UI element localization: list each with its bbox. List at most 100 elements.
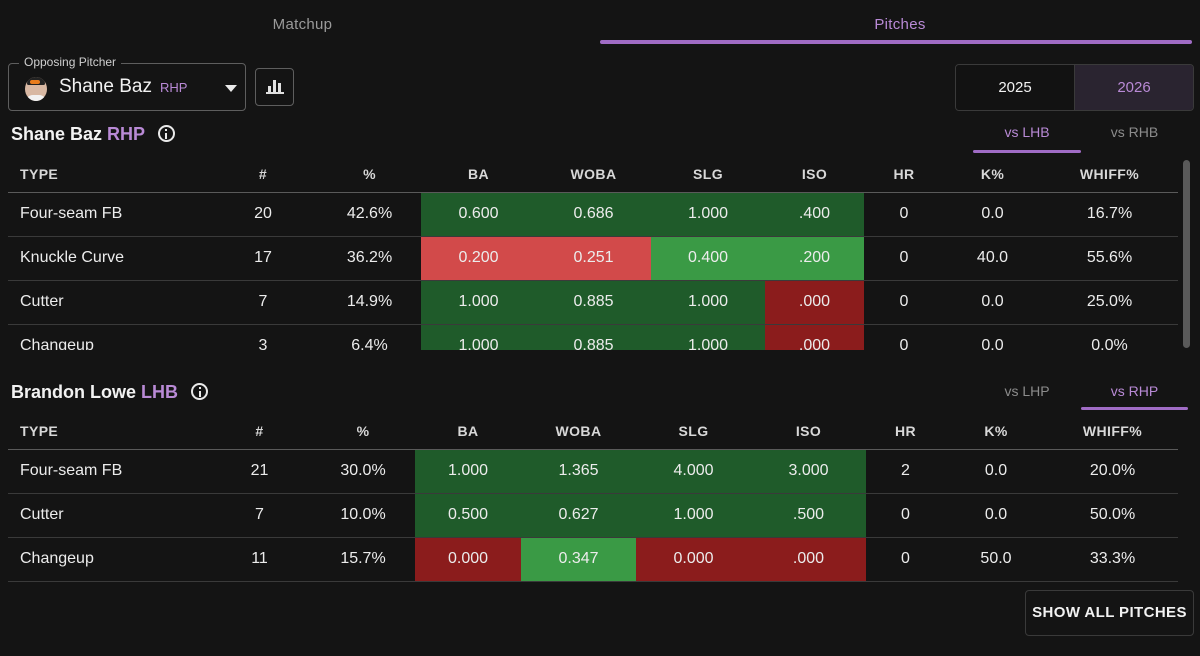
tab-vs-rhb-label: vs RHB [1110,124,1159,140]
pitcher-table-scroll[interactable]: TYPE # % BA WOBA SLG ISO HR K% WHIFF% Fo… [0,156,1182,350]
batter-section-title: Brandon Lowe LHB [11,382,209,403]
cell-slg: 1.000 [651,280,765,325]
cell-hr: 2 [866,449,945,494]
table-scrollbar[interactable] [1183,160,1190,348]
cell-k: 0.0 [945,449,1047,494]
col-header-woba[interactable]: WOBA [521,413,636,450]
cell-count: 7 [208,493,311,538]
opposing-pitcher-select[interactable]: Opposing Pitcher Shane Baz RHP [8,55,246,111]
col-header-k[interactable]: K% [945,413,1047,450]
tab-matchup[interactable]: Matchup [272,16,333,33]
col-header-ba[interactable]: BA [415,413,521,450]
col-header-hr[interactable]: HR [866,413,945,450]
cell-iso: .000 [765,324,864,350]
col-header-iso[interactable]: ISO [765,156,864,193]
tab-vs-rhb[interactable]: vs RHB [1081,124,1188,153]
col-header-count[interactable]: # [208,156,318,193]
cell-hr: 0 [864,280,944,325]
cell-ba: 1.000 [421,280,536,325]
split-tab-indicator [973,150,1081,153]
table-row: Changeup 3 6.4% 1.000 0.885 1.000 .000 0… [8,324,1178,350]
col-header-type[interactable]: TYPE [8,413,208,450]
top-tabs: Matchup Pitches [0,0,1200,46]
cell-whiff: 55.6% [1041,236,1178,281]
col-header-pct[interactable]: % [318,156,421,193]
cell-count: 20 [208,192,318,237]
col-header-pct[interactable]: % [311,413,415,450]
cell-hr: 0 [866,493,945,538]
selector-pitcher-hand: RHP [160,80,188,95]
col-header-whiff[interactable]: WHIFF% [1047,413,1178,450]
cell-woba: 0.885 [536,324,651,350]
col-header-whiff[interactable]: WHIFF% [1041,156,1178,193]
cell-type: Cutter [8,280,208,325]
tab-vs-rhp[interactable]: vs RHP [1081,383,1188,410]
cell-type: Changeup [8,537,208,582]
cell-ba: 0.600 [421,192,536,237]
chevron-down-icon[interactable] [225,85,237,92]
cell-iso: .000 [751,537,866,582]
batter-pitch-table: TYPE # % BA WOBA SLG ISO HR K% WHIFF% Fo… [8,413,1178,582]
tab-vs-lhp-label: vs LHP [1004,383,1050,399]
table-row: Changeup 11 15.7% 0.000 0.347 0.000 .000… [8,537,1178,582]
col-header-ba[interactable]: BA [421,156,536,193]
cell-pct: 6.4% [318,324,421,350]
col-header-type[interactable]: TYPE [8,156,208,193]
cell-woba: 1.365 [521,449,636,494]
info-icon[interactable] [157,125,175,142]
cell-woba: 0.627 [521,493,636,538]
selector-legend: Opposing Pitcher [19,55,122,69]
cell-whiff: 16.7% [1041,192,1178,237]
col-header-iso[interactable]: ISO [751,413,866,450]
pitcher-section-title: Shane Baz RHP [11,124,175,145]
pitcher-pitch-table: TYPE # % BA WOBA SLG ISO HR K% WHIFF% Fo… [8,156,1178,350]
cell-pct: 15.7% [311,537,415,582]
cell-type: Knuckle Curve [8,236,208,281]
cell-iso: 3.000 [751,449,866,494]
cell-hr: 0 [864,192,944,237]
year-2025-button[interactable]: 2025 [956,65,1074,110]
tab-vs-lhb[interactable]: vs LHB [973,124,1081,153]
table-row: Cutter 7 14.9% 1.000 0.885 1.000 .000 0 … [8,280,1178,325]
cell-pct: 36.2% [318,236,421,281]
col-header-k[interactable]: K% [944,156,1041,193]
table-header-row: TYPE # % BA WOBA SLG ISO HR K% WHIFF% [8,413,1178,450]
cell-iso: .400 [765,192,864,237]
cell-woba: 0.251 [536,236,651,281]
col-header-woba[interactable]: WOBA [536,156,651,193]
col-header-count[interactable]: # [208,413,311,450]
cell-slg: 1.000 [651,192,765,237]
cell-k: 0.0 [944,192,1041,237]
bar-chart-button[interactable] [255,68,294,106]
cell-type: Four-seam FB [8,449,208,494]
cell-whiff: 50.0% [1047,493,1178,538]
cell-count: 21 [208,449,311,494]
cell-k: 0.0 [945,493,1047,538]
player-avatar [25,77,47,101]
cell-k: 0.0 [944,280,1041,325]
cell-woba: 0.686 [536,192,651,237]
year-2026-button[interactable]: 2026 [1074,65,1193,110]
cell-count: 7 [208,280,318,325]
col-header-slg[interactable]: SLG [636,413,751,450]
cell-slg: 0.000 [636,537,751,582]
cell-hr: 0 [864,236,944,281]
tab-pitches-label: Pitches [874,16,926,33]
table-row: Four-seam FB 21 30.0% 1.000 1.365 4.000 … [8,449,1178,494]
selector-pitcher-name: Shane Baz [59,76,152,97]
show-all-pitches-button[interactable]: SHOW ALL PITCHES [1025,590,1194,636]
cell-count: 17 [208,236,318,281]
cell-ba: 1.000 [421,324,536,350]
cell-whiff: 0.0% [1041,324,1178,350]
info-icon[interactable] [191,383,209,400]
cell-type: Changeup [8,324,208,350]
cell-pct: 42.6% [318,192,421,237]
tab-vs-lhp[interactable]: vs LHP [973,383,1081,410]
cell-iso: .200 [765,236,864,281]
col-header-slg[interactable]: SLG [651,156,765,193]
tab-pitches[interactable]: Pitches [600,0,1200,46]
pitcher-name: Shane Baz [11,124,103,144]
col-header-hr[interactable]: HR [864,156,944,193]
cell-count: 3 [208,324,318,350]
batter-hand: LHB [141,382,179,402]
